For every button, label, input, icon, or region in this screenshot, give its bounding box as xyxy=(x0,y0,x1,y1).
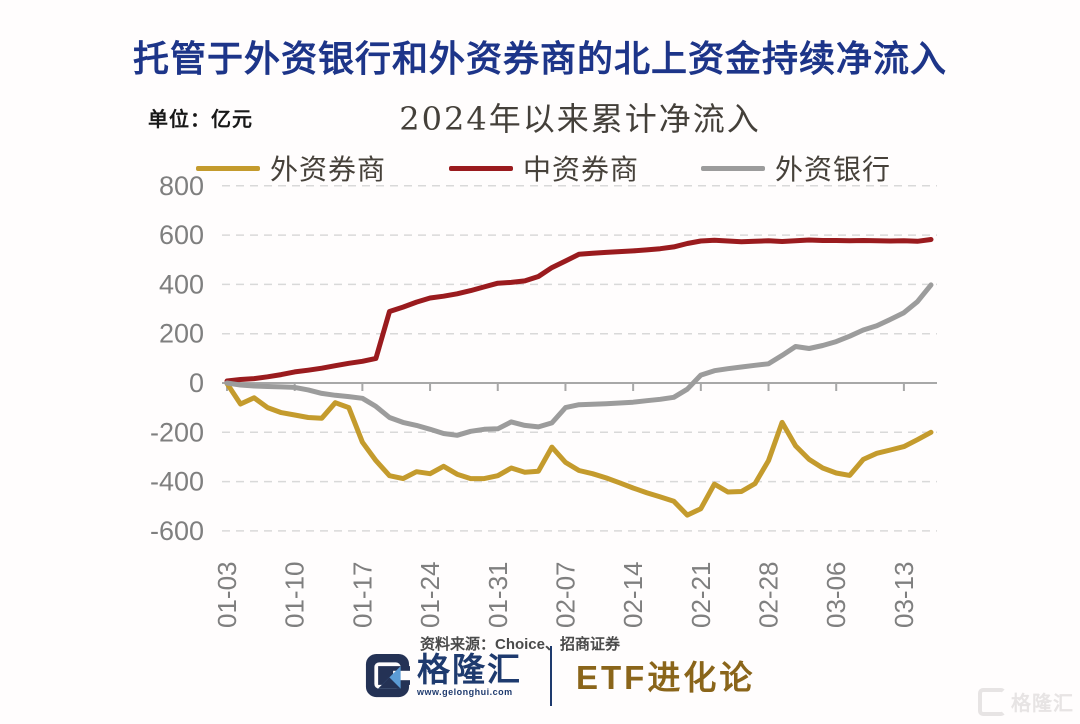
legend-item-0: 外资券商 xyxy=(196,152,386,186)
x-tick-label: 03-13 xyxy=(889,562,919,629)
x-tick-label: 01-24 xyxy=(415,562,445,629)
y-tick-label: 800 xyxy=(159,171,204,201)
footer-logo: 格隆汇 www.gelonghui.com ETF进化论 xyxy=(365,646,756,706)
x-tick-label: 02-14 xyxy=(618,562,648,629)
x-tick-label: 01-10 xyxy=(280,562,310,629)
series-line-外资券商 xyxy=(224,381,934,518)
watermark: 格隆汇 xyxy=(978,687,1074,716)
y-tick-label: 0 xyxy=(189,368,204,398)
watermark-text: 格隆汇 xyxy=(1011,693,1074,715)
y-tick-label: -600 xyxy=(150,516,204,546)
unit-label: 单位：亿元 xyxy=(148,109,253,131)
gelonghui-logo-text: 格隆汇 xyxy=(417,651,522,688)
legend-item-1: 中资券商 xyxy=(449,152,639,186)
y-tick-label: 400 xyxy=(159,269,204,299)
series-line-中资券商 xyxy=(224,237,934,384)
chart-subtitle: 2024年以来累计净流入 xyxy=(399,100,761,138)
chart-legend: 外资券商 中资券商 外资银行 xyxy=(0,152,1080,186)
y-tick-label: 600 xyxy=(159,220,204,250)
legend-label: 中资券商 xyxy=(523,153,640,186)
x-tick-label: 02-28 xyxy=(754,562,784,629)
source-note: 资料来源：Choice、招商证券 xyxy=(419,636,620,653)
watermark-logo-icon xyxy=(978,687,1006,716)
gelonghui-url: www.gelonghui.com xyxy=(417,687,513,697)
x-tick-label: 01-31 xyxy=(483,562,513,629)
x-tick-label: 01-03 xyxy=(212,562,242,629)
y-tick-label: -200 xyxy=(150,417,204,447)
y-tick-label: -400 xyxy=(150,467,204,497)
x-tick-label: 02-21 xyxy=(686,562,716,629)
legend-label: 外资银行 xyxy=(775,153,892,186)
legend-swatch xyxy=(449,165,513,171)
legend-swatch xyxy=(196,165,260,171)
x-tick-label: 03-06 xyxy=(821,562,851,629)
x-tick-label: 01-17 xyxy=(347,562,377,629)
x-tick-label: 02-07 xyxy=(550,562,580,629)
legend-item-2: 外资银行 xyxy=(701,152,891,186)
footer-divider xyxy=(550,646,552,706)
y-tick-label: 200 xyxy=(159,319,204,349)
legend-swatch xyxy=(701,165,765,171)
series-line-外资银行 xyxy=(224,282,934,438)
page-title: 托管于外资银行和外资券商的北上资金持续净流入 xyxy=(132,38,947,79)
gelonghui-logo-icon xyxy=(365,653,410,697)
brand-text: ETF进化论 xyxy=(576,659,756,696)
legend-label: 外资券商 xyxy=(270,153,387,186)
